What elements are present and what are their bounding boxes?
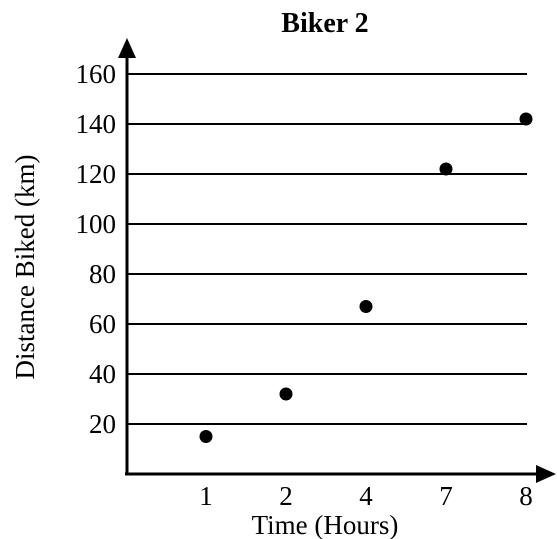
x-tick-label-8: 8 [519,481,533,511]
x-tick-label-1: 1 [199,481,213,511]
y-axis-label: Distance Biked (km) [10,155,40,380]
y-tick-label-20: 20 [89,409,116,439]
y-tick-label-80: 80 [89,259,116,289]
y-tick-label-100: 100 [76,209,117,239]
gridlines [127,73,527,425]
x-tick-label-4: 4 [359,481,373,511]
y-tick-label-160: 160 [76,59,117,89]
x-tick-labels: 1 2 4 7 8 [199,481,533,511]
y-tick-label-140: 140 [76,109,117,139]
y-tick-label-120: 120 [76,159,117,189]
y-tick-label-60: 60 [89,309,116,339]
x-tick-label-2: 2 [279,481,293,511]
chart-title: Biker 2 [281,8,368,39]
data-points [199,112,533,443]
x-tick-label-7: 7 [439,481,453,511]
data-point-7 [439,162,453,176]
y-tick-labels: 20 40 60 80 100 120 140 160 [76,59,117,439]
y-tick-label-40: 40 [89,359,116,389]
data-point-2 [279,387,293,401]
data-point-4 [359,300,373,313]
data-point-8 [519,112,533,126]
data-point-1 [199,430,213,443]
x-axis-arrow [536,465,556,483]
x-axis-label: Time (Hours) [252,510,399,539]
y-axis-arrow [118,38,136,58]
